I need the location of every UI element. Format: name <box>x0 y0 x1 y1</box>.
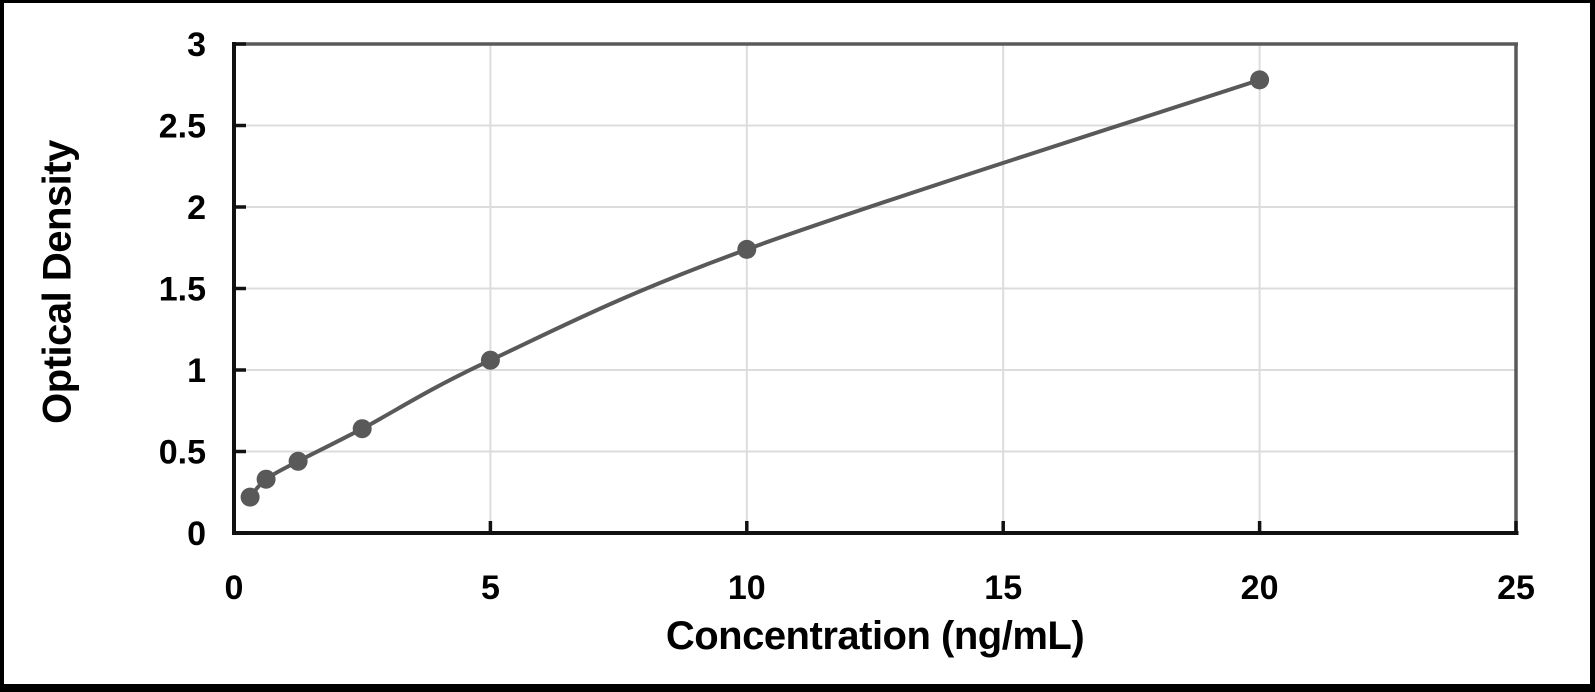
y-tick-label: 1 <box>187 352 206 390</box>
y-tick-label: 2 <box>187 189 206 227</box>
y-tick-label: 1.5 <box>159 271 206 309</box>
data-point-marker <box>737 239 757 259</box>
y-tick-label: 2.5 <box>159 108 206 146</box>
frame-border-right <box>1590 0 1595 692</box>
y-tick-label: 0 <box>187 515 206 553</box>
frame-border-left <box>0 0 4 692</box>
data-point-marker <box>352 419 372 439</box>
x-tick-label: 25 <box>1497 569 1535 607</box>
x-tick-label: 20 <box>1241 569 1279 607</box>
y-tick-label: 0.5 <box>159 434 206 472</box>
x-tick-label: 0 <box>225 569 244 607</box>
x-tick-label: 15 <box>984 569 1022 607</box>
x-tick-label: 5 <box>481 569 500 607</box>
frame-border-bottom <box>0 684 1595 692</box>
y-tick-label: 3 <box>187 26 206 64</box>
data-point-marker <box>288 451 308 471</box>
data-point-marker <box>240 487 260 507</box>
x-axis-title: Concentration (ng/mL) <box>665 614 1085 658</box>
data-point-marker <box>256 469 276 489</box>
x-tick-label: 10 <box>728 569 766 607</box>
y-axis-title: Optical Density <box>35 140 80 424</box>
data-point-marker <box>1250 70 1270 90</box>
frame-border-top <box>0 0 1595 3</box>
data-point-marker <box>480 350 500 370</box>
